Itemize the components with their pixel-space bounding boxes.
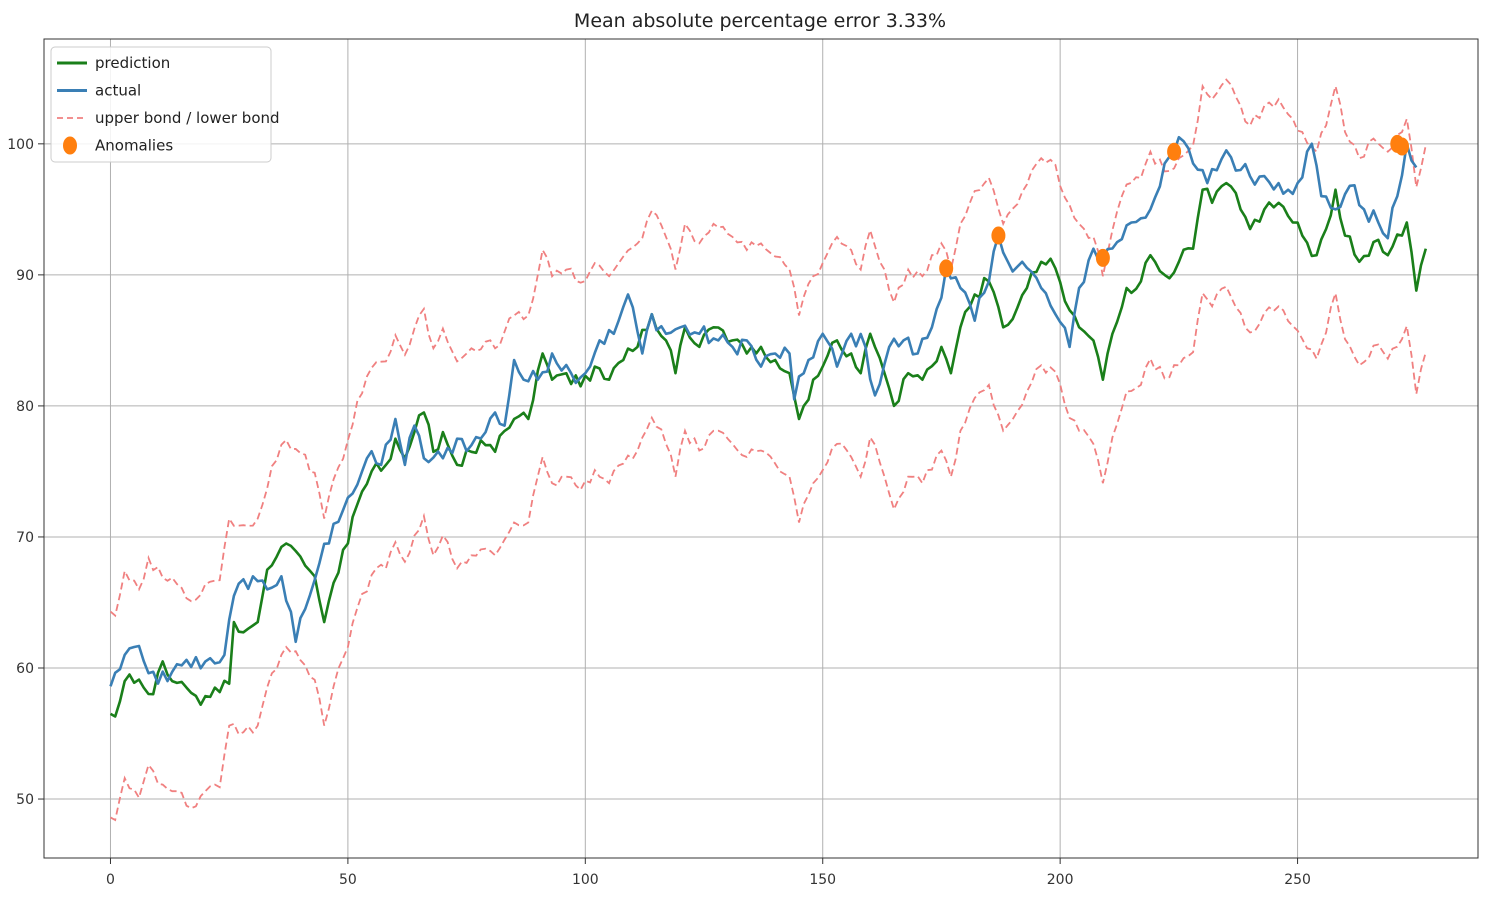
y-tick-label: 60	[16, 661, 34, 677]
x-tick-label: 50	[339, 872, 357, 888]
legend: prediction actual upper bond / lower bond A…	[50, 46, 280, 163]
y-tick-label: 90	[16, 268, 34, 284]
x-tick-label: 0	[106, 872, 115, 888]
actual-line	[109, 135, 1418, 687]
chart-title: Mean absolute percentage error 3.33%	[574, 10, 946, 32]
anomaly-point	[991, 226, 1006, 245]
upper-bound-line	[109, 78, 1427, 618]
x-tick-label: 200	[1047, 872, 1074, 888]
x-tick-label: 250	[1284, 872, 1311, 888]
legend-label-anomalies: Anomalies	[95, 137, 173, 155]
prediction-line	[109, 181, 1428, 718]
anomaly-point	[1395, 137, 1410, 156]
anomaly-point	[1095, 248, 1110, 267]
y-tick-label: 70	[16, 530, 34, 546]
y-axis-ticks: 50 60 70 80 90 100	[7, 137, 44, 808]
anomaly-point	[939, 259, 954, 278]
y-tick-label: 80	[16, 399, 34, 415]
legend-label-actual: actual	[95, 82, 141, 100]
y-tick-label: 50	[16, 792, 34, 808]
x-tick-label: 150	[809, 872, 836, 888]
anomaly-point	[1167, 142, 1182, 161]
legend-label-bounds: upper bond / lower bond	[95, 109, 280, 127]
legend-box	[50, 46, 272, 163]
legend-label-prediction: prediction	[95, 54, 170, 72]
series-layer	[109, 78, 1428, 822]
axes-frame	[43, 38, 1479, 859]
plot-frame	[43, 38, 1479, 859]
x-tick-label: 100	[572, 872, 599, 888]
lower-bound-line	[110, 285, 1427, 822]
x-axis-ticks: 0 50 100 150 200 250	[106, 858, 1311, 888]
grid-lines	[44, 39, 1478, 858]
legend-swatch-anomalies	[63, 136, 77, 155]
y-tick-label: 100	[7, 137, 34, 153]
